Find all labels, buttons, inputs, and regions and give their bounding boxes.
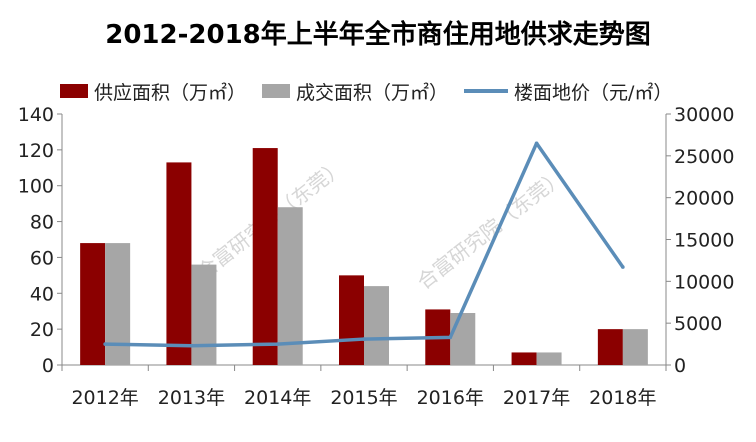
y-left-tick-label: 20 (30, 319, 54, 341)
y-right-tick-label: 20000 (674, 188, 734, 210)
bar-supply (339, 275, 364, 365)
legend-swatch-price (464, 89, 509, 93)
y-left-tick-label: 0 (42, 355, 54, 377)
legend-swatch-deal (262, 84, 291, 98)
line-price-point (448, 335, 453, 340)
bar-deal (536, 352, 562, 365)
y-right-tick-label: 15000 (674, 230, 734, 252)
chart-title: 2012-2018年上半年全市商住用地供求走势图 (105, 20, 651, 50)
line-price-point (189, 343, 194, 348)
y-right-tick-label: 5000 (674, 313, 722, 335)
line-price-point (534, 141, 539, 146)
chart-legend: 供应面积（万㎡） 成交面积（万㎡） 楼面地价（元/㎡） (60, 76, 688, 106)
bar-supply (166, 162, 192, 365)
bar-deal (364, 286, 389, 365)
legend-item-deal: 成交面积（万㎡） (262, 78, 448, 105)
x-tick-label: 2018年 (589, 387, 656, 409)
y-right-tick-label: 0 (674, 355, 686, 377)
line-price-point (362, 337, 366, 341)
y-left-tick-label: 60 (30, 247, 54, 269)
y-left-tick-label: 120 (18, 140, 54, 162)
bar-supply (511, 352, 537, 365)
y-right-tick-label: 30000 (674, 104, 734, 126)
bar-deal (622, 329, 648, 365)
y-right-tick-label: 10000 (674, 271, 734, 293)
bar-supply (80, 243, 106, 365)
legend-item-supply: 供应面积（万㎡） (60, 78, 246, 105)
bar-supply (252, 148, 278, 365)
line-price-point (275, 342, 280, 346)
bar-deal (277, 207, 303, 365)
line-price-point (621, 265, 625, 269)
legend-swatch-supply (60, 84, 88, 98)
y-right-tick-label: 25000 (674, 146, 734, 168)
y-left-tick-label: 80 (30, 212, 54, 234)
legend-label-deal: 成交面积（万㎡） (296, 81, 449, 104)
x-tick-label: 2014年 (244, 387, 311, 409)
legend-label-supply: 供应面积（万㎡） (94, 81, 247, 104)
x-tick-label: 2015年 (330, 387, 397, 409)
x-tick-label: 2012年 (71, 387, 138, 409)
bar-deal (191, 264, 217, 365)
legend-label-price: 楼面地价（元/㎡） (514, 81, 673, 104)
y-left-tick-label: 40 (30, 283, 54, 305)
y-left-tick-label: 100 (18, 176, 54, 198)
x-tick-label: 2017年 (503, 387, 570, 409)
y-left-tick-label: 140 (18, 104, 54, 126)
x-tick-label: 2013年 (158, 387, 225, 409)
bar-supply (597, 329, 623, 365)
line-price-point (103, 342, 107, 346)
x-tick-label: 2016年 (417, 387, 484, 409)
bar-deal (450, 313, 476, 365)
bar-deal (105, 243, 131, 365)
legend-item-price: 楼面地价（元/㎡） (464, 78, 672, 105)
